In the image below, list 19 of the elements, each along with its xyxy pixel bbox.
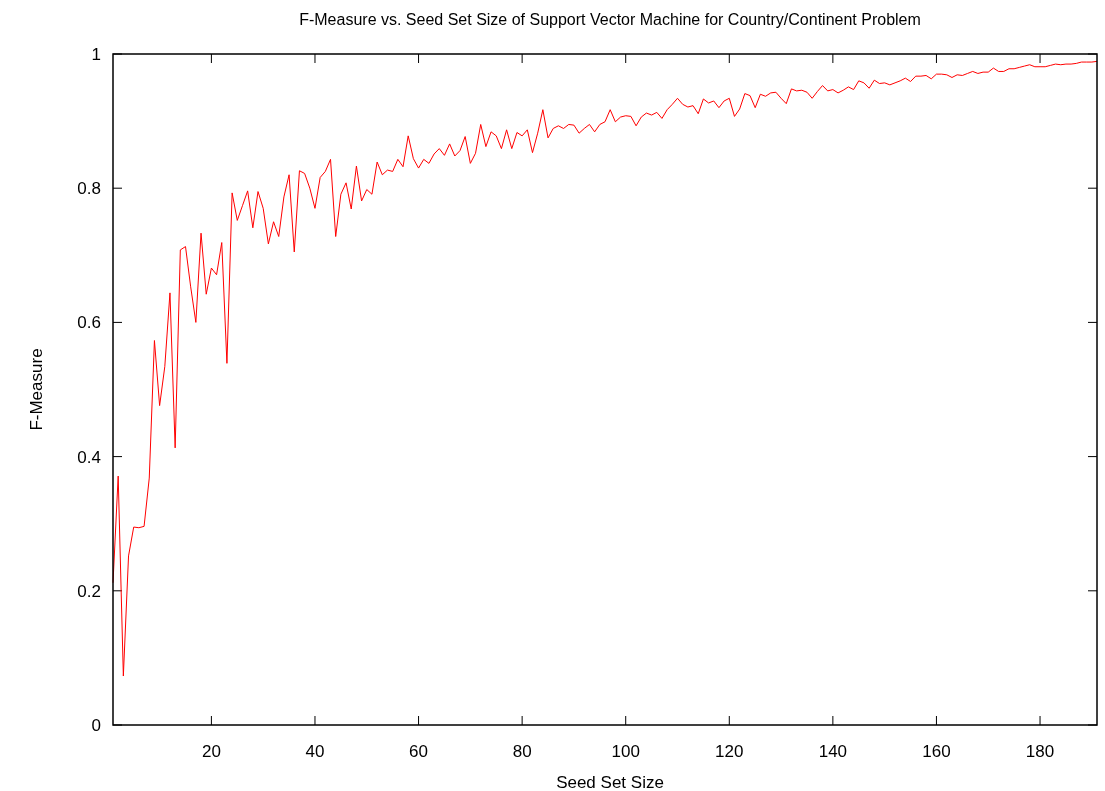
y-axis-title: F-Measure [27, 348, 46, 431]
x-tick-label: 40 [305, 742, 325, 761]
x-tick-label: 120 [715, 742, 744, 761]
y-tick-label: 0.6 [77, 313, 101, 333]
y-tick-label: 0.2 [77, 581, 101, 601]
x-tick-label: 160 [922, 742, 951, 761]
y-tick-label: 0.8 [77, 179, 101, 199]
x-tick-label: 100 [611, 742, 640, 761]
x-tick-label: 140 [818, 742, 848, 761]
x-tick-label: 180 [1025, 742, 1055, 761]
y-tick-label: 0 [91, 715, 101, 735]
y-tick-label: 1 [91, 44, 101, 64]
x-tick-label: 60 [409, 742, 429, 761]
chart-title: F-Measure vs. Seed Set Size of Support Vector Machine for Country/Continent Problem [299, 11, 921, 28]
y-tick-label: 0.4 [77, 447, 101, 467]
x-tick-label: 80 [512, 742, 532, 761]
x-axis-title: Seed Set Size [556, 773, 664, 791]
x-tick-label: 20 [201, 742, 221, 761]
line-series [112, 60, 1098, 677]
